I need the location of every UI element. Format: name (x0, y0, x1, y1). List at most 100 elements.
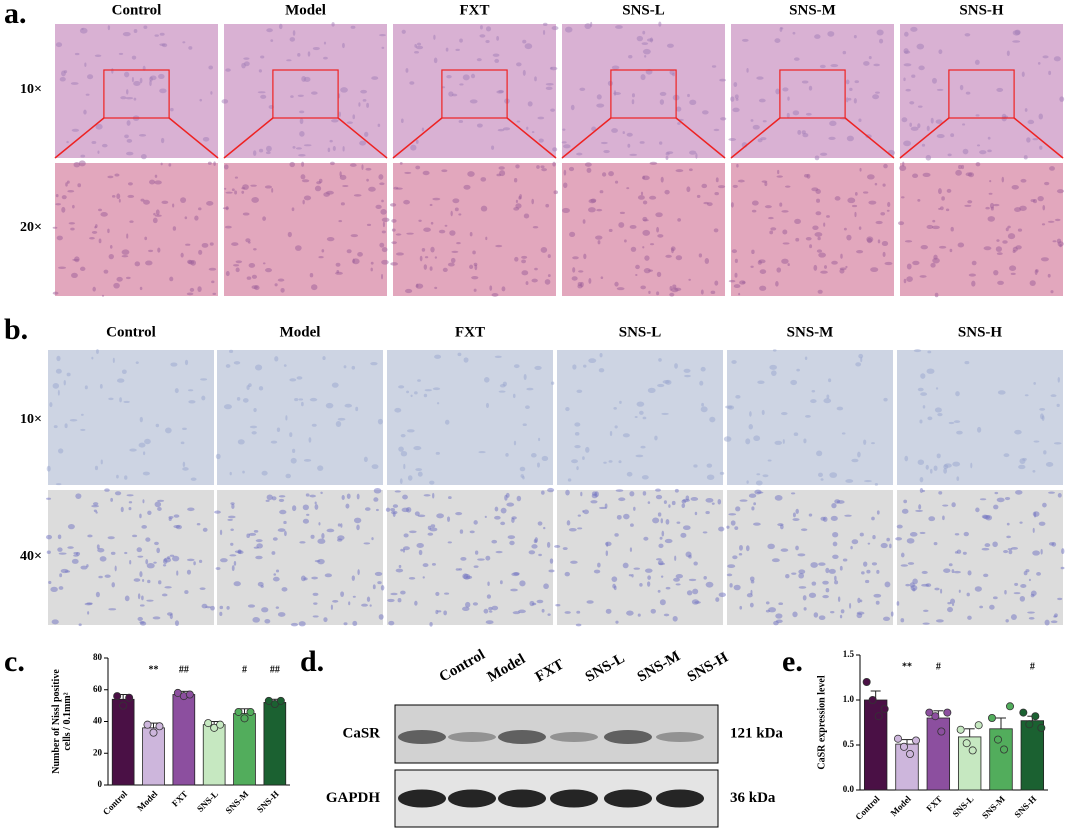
cell (201, 242, 209, 248)
cell (598, 368, 605, 373)
cell (822, 595, 829, 599)
cell (1003, 453, 1010, 458)
cell (797, 553, 806, 557)
data-point (234, 707, 243, 716)
cell (1053, 442, 1062, 445)
cell (930, 262, 936, 268)
cell (648, 290, 651, 295)
cell (381, 247, 388, 253)
cell (251, 285, 258, 290)
cell (618, 222, 625, 228)
cell (146, 599, 154, 602)
cell (637, 613, 641, 617)
cell (74, 256, 80, 263)
cell (629, 224, 637, 229)
cell (139, 604, 145, 607)
cell (853, 98, 857, 104)
cell (1042, 55, 1049, 59)
cell (719, 471, 725, 475)
cell (854, 192, 858, 196)
cell (1032, 138, 1039, 141)
cell (154, 180, 162, 185)
cell (626, 132, 633, 137)
cell (749, 602, 754, 608)
cell (654, 435, 658, 441)
cell (379, 182, 385, 186)
cell (266, 28, 273, 33)
cell (639, 410, 644, 415)
cell (272, 537, 278, 541)
cell (735, 98, 739, 101)
cell (86, 564, 89, 568)
cell (378, 614, 384, 620)
cell (229, 349, 234, 353)
cell (432, 197, 441, 201)
cell (903, 63, 912, 67)
cell (133, 81, 141, 86)
cell (901, 196, 905, 199)
cell (834, 580, 839, 585)
cell (402, 494, 408, 500)
cell (429, 266, 433, 271)
cell (261, 470, 268, 476)
cell (947, 153, 952, 157)
cell (154, 541, 159, 546)
cell (57, 547, 63, 552)
cell (755, 480, 763, 486)
cell (781, 412, 788, 416)
cell (659, 141, 663, 145)
cell (640, 445, 646, 449)
cell (686, 590, 693, 596)
cell (884, 581, 891, 588)
cell (702, 531, 708, 534)
cell (942, 515, 945, 521)
cell (820, 152, 828, 156)
cell (727, 564, 736, 569)
cell (713, 128, 720, 132)
cell (1032, 469, 1036, 473)
cell (615, 620, 619, 624)
cell (120, 96, 127, 100)
cell (307, 51, 311, 57)
cell (270, 440, 278, 444)
cell (372, 584, 376, 590)
cell (279, 509, 287, 515)
cell (643, 536, 649, 541)
cell (921, 583, 930, 587)
cell (545, 203, 550, 208)
cell (434, 354, 442, 359)
cell (802, 595, 807, 601)
cell (61, 206, 66, 213)
cell (406, 390, 410, 394)
cell (1019, 595, 1026, 602)
cell (871, 516, 875, 521)
cell (714, 192, 719, 196)
cell (516, 120, 521, 123)
cell (353, 517, 362, 524)
cell (458, 568, 463, 571)
cell (953, 570, 961, 574)
cell (450, 257, 456, 264)
cell (795, 237, 800, 242)
cell (155, 423, 160, 428)
cell (416, 283, 419, 288)
cell (526, 387, 534, 391)
cell (590, 198, 597, 203)
cell (778, 602, 784, 606)
cell (659, 99, 665, 105)
cell (107, 175, 114, 179)
cell (79, 266, 86, 272)
cell (292, 30, 296, 36)
cell (826, 215, 830, 218)
cell (814, 155, 820, 161)
cell (91, 230, 98, 234)
cell (121, 249, 130, 255)
cell (447, 516, 451, 522)
cell (366, 178, 369, 182)
cell (1013, 592, 1021, 595)
cell (916, 43, 925, 50)
cell (283, 520, 287, 525)
zoom-line (337, 117, 388, 159)
cell (992, 541, 998, 548)
cell (938, 188, 942, 195)
